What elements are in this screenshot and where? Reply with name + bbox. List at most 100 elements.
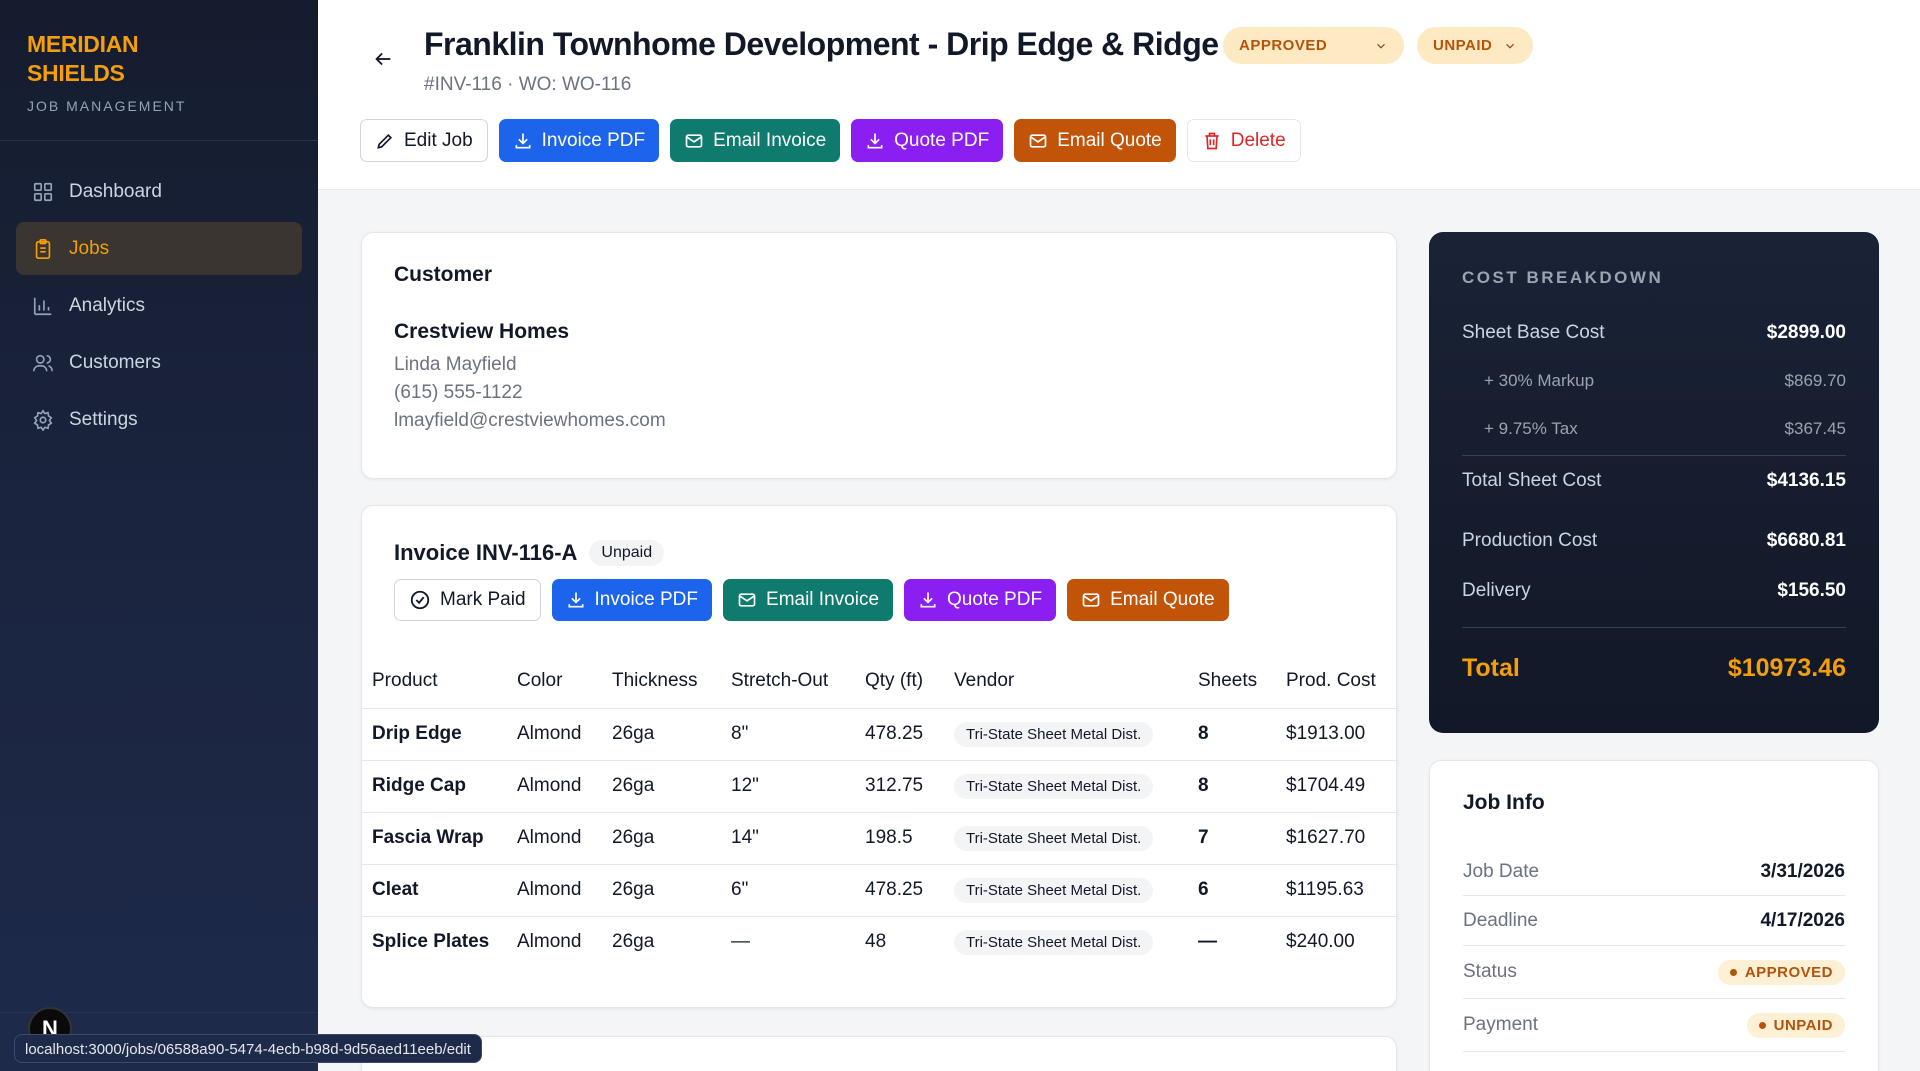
row-label: Total Sheet Cost [1462,470,1602,491]
column-header: Product [362,655,507,709]
invoice-pdf-button[interactable]: Invoice PDF [498,119,660,162]
table-row[interactable]: Fascia Wrap Almond 26ga 14" 198.5 Tri-St… [362,812,1398,865]
sidebar-item-analytics[interactable]: Analytics [16,279,302,332]
invoice-pdf-label: Invoice PDF [594,589,699,610]
row-value: $367.45 [1784,419,1846,438]
cell-product: Fascia Wrap [362,812,507,865]
cell-color: Almond [517,931,582,953]
sidebar-item-dashboard[interactable]: Dashboard [16,165,302,218]
cell-vendor: Tri-State Sheet Metal Dist. [944,864,1188,917]
cell-thickness: 26ga [602,864,721,917]
cell-color: Almond [507,812,602,865]
status-row: Status APPROVED [1463,946,1845,999]
vendor-badge: Tri-State Sheet Metal Dist. [954,825,1154,851]
quote-pdf-button[interactable]: Quote PDF [851,119,1004,162]
sidebar-item-label: Jobs [69,237,110,259]
invoice-pdf-button[interactable]: Invoice PDF [551,579,713,621]
sidebar-item-settings[interactable]: Settings [16,393,302,446]
cell-sheets: — [1198,931,1217,953]
cell-product: Ridge Cap [362,760,507,813]
row-label: Job Date [1463,860,1540,882]
row-label: Delivery [1462,580,1531,601]
gear-icon [32,408,54,431]
column-header: Qty (ft) [855,655,944,709]
page-header: Franklin Townhome Development - Drip Edg… [318,0,1920,190]
check-circle-icon [410,590,430,610]
row-value: 3/31/2026 [1760,860,1845,882]
column-header: Color [507,655,602,709]
cell-vendor: Tri-State Sheet Metal Dist. [944,916,1188,968]
brand-name-line2: SHIELDS [27,60,125,86]
download-icon [568,592,584,608]
deadline-row: Deadline 4/17/2026 [1463,896,1845,946]
vendor-badge: Tri-State Sheet Metal Dist. [954,877,1154,903]
row-value: 4/17/2026 [1760,909,1845,931]
email-quote-button[interactable]: Email Quote [1014,119,1176,162]
brand-name-line1: MERIDIAN [27,31,139,57]
email-invoice-label: Email Invoice [766,589,880,610]
payment-badge: UNPAID [1746,1012,1845,1038]
grid-icon [32,181,54,203]
edit-job-button[interactable]: Edit Job [360,119,488,162]
download-icon [515,133,531,148]
cell-sheets: 6 [1188,864,1276,917]
column-header: Stretch-Out [721,655,855,709]
cell-stretch-out: — [731,931,750,953]
customer-company: Crestview Homes [394,320,570,343]
cell-stretch-out: 14" [721,812,855,865]
table-row[interactable]: Drip Edge Almond 26ga 8" 478.25 Tri-Stat… [362,708,1398,761]
next-section-card [361,1036,1397,1071]
cost-breakdown-card: COST BREAKDOWN Sheet Base Cost $2899.00 … [1429,232,1879,733]
customer-contact: Linda Mayfield [394,354,517,375]
cell-qty: 198.5 [855,812,944,865]
markup-row: + 30% Markup $869.70 [1462,371,1846,391]
users-icon [32,352,54,374]
cell-prod-cost: $1195.63 [1276,864,1398,917]
cell-sheets: 8 [1188,708,1276,761]
arrow-left-icon [375,52,391,66]
email-quote-button[interactable]: Email Quote [1067,579,1229,621]
email-invoice-button[interactable]: Email Invoice [670,119,841,162]
total-value: $10973.46 [1727,654,1846,682]
status-dot-icon [1758,1021,1766,1029]
payment-dropdown[interactable]: UNPAID [1417,27,1533,64]
sidebar-item-customers[interactable]: Customers [16,336,302,389]
row-label: Deadline [1463,909,1538,931]
email-invoice-button[interactable]: Email Invoice [723,579,894,621]
job-subtitle: #INV-116 · WO: WO-116 [424,74,632,95]
invoice-card: Invoice INV-116-A Unpaid Mark Paid Invoi… [361,505,1398,1008]
invoice-status-badge: Unpaid [589,540,665,566]
brand: MERIDIAN SHIELDS JOB MANAGEMENT [0,0,318,141]
sidebar-item-label: Analytics [69,294,146,316]
cell-prod-cost: $1704.49 [1276,760,1398,813]
mail-icon [738,593,756,607]
table-row[interactable]: Splice Plates Almond 26ga — 48 Tri-State… [362,916,1398,968]
chevron-down-icon [1506,43,1514,49]
cell-stretch-out: 8" [721,708,855,761]
vendor-badge: Tri-State Sheet Metal Dist. [954,773,1154,799]
sidebar-item-label: Dashboard [69,180,162,202]
back-button[interactable] [372,48,396,72]
row-label: Payment [1463,1014,1538,1035]
mark-paid-button[interactable]: Mark Paid [394,579,541,621]
delete-button[interactable]: Delete [1186,119,1301,162]
invoice-pdf-label: Invoice PDF [541,129,646,151]
status-dot-icon [1729,968,1737,976]
customer-heading: Customer [394,263,493,286]
pencil-icon [377,133,393,149]
cell-stretch-out: 6" [721,864,855,917]
cell-qty: 478.25 [855,708,944,761]
table-row[interactable]: Ridge Cap Almond 26ga 12" 312.75 Tri-Sta… [362,760,1398,813]
cell-sheets: 7 [1188,812,1276,865]
cell-thickness: 26ga [602,708,721,761]
payment-badge-label: UNPAID [1773,1016,1833,1034]
status-dropdown-value: APPROVED [1239,37,1328,54]
total-label: Total [1462,654,1520,682]
sidebar-item-jobs[interactable]: Jobs [16,222,302,275]
row-value: $6680.81 [1766,530,1846,551]
status-dropdown[interactable]: APPROVED [1223,27,1404,64]
quote-pdf-button[interactable]: Quote PDF [904,579,1057,621]
table-row[interactable]: Cleat Almond 26ga 6" 478.25 Tri-State Sh… [362,864,1398,917]
cell-product: Cleat [362,864,507,917]
status-bar-url: localhost:3000/jobs/06588a90-5474-4ecb-b… [14,1034,482,1063]
